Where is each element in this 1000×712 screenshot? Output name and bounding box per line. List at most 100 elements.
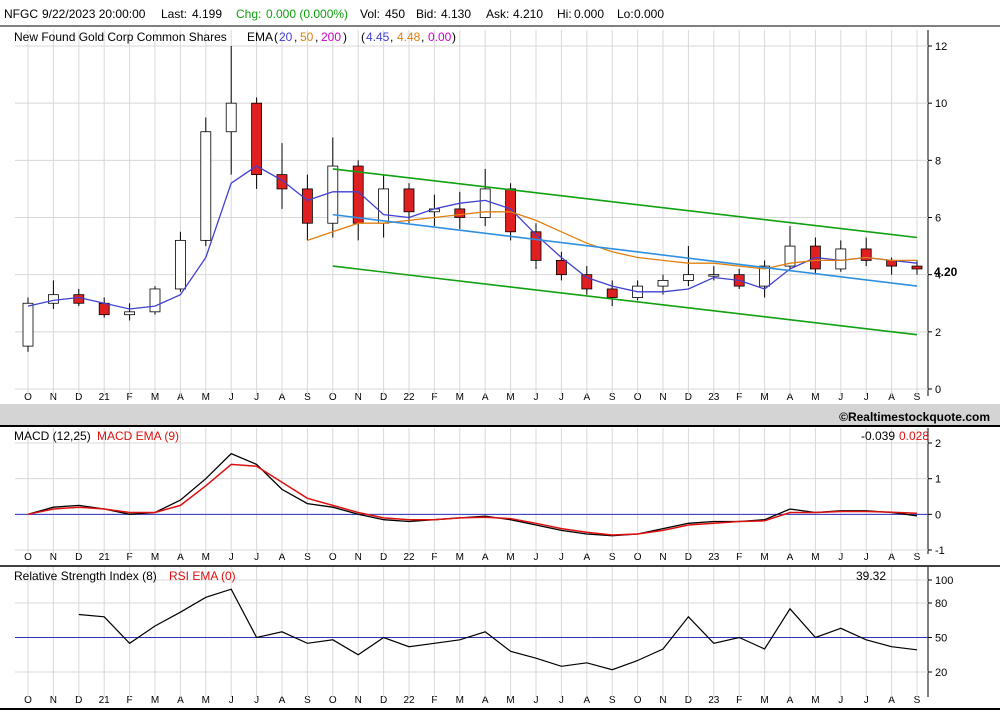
macd-signal-line — [27, 463, 918, 536]
x-tick-label: O — [24, 392, 32, 403]
ema-value-20: 4.45 — [366, 30, 390, 44]
x-tick-label: M — [760, 392, 768, 403]
y-tick-label: 50 — [935, 633, 947, 645]
x-tick-label: D — [380, 552, 387, 563]
ema-period-200: 200 — [321, 30, 341, 44]
x-tick-label: M — [760, 695, 768, 706]
x-tick-label: O — [634, 392, 642, 403]
x-tick-label: A — [583, 695, 590, 706]
x-tick-label: N — [355, 392, 362, 403]
x-tick-label: M — [811, 552, 819, 563]
candle-body — [505, 188, 517, 233]
x-tick-label: J — [229, 552, 234, 563]
candle-body — [911, 265, 923, 270]
x-tick-label: A — [279, 552, 286, 563]
candle-body — [149, 288, 161, 313]
header-last-value: 4.199 — [192, 7, 222, 21]
x-tick-label: O — [329, 695, 337, 706]
x-tick-label: F — [736, 552, 742, 563]
candle-body — [301, 188, 313, 224]
y-tick-label: 0 — [935, 384, 941, 396]
ema-sep-1: , — [294, 30, 297, 44]
x-tick-label: M — [506, 392, 514, 403]
x-tick-label: M — [760, 552, 768, 563]
y-tick-label: 80 — [935, 598, 947, 610]
rsi-ema-label: RSI EMA (0) — [169, 569, 236, 583]
x-tick-label: A — [583, 392, 590, 403]
candle-body — [784, 245, 796, 267]
candle-body — [683, 274, 694, 281]
x-tick-label: S — [609, 392, 616, 403]
candle-body — [454, 208, 466, 218]
x-tick-label: S — [304, 552, 311, 563]
x-tick-label: F — [736, 392, 742, 403]
watermark: ©Realtimestockquote.com — [839, 410, 990, 424]
y-tick-label: 0 — [935, 509, 941, 521]
x-tick-label: A — [177, 392, 184, 403]
x-tick-label: S — [609, 695, 616, 706]
x-tick-label: D — [685, 552, 692, 563]
header-ask-value: 4.210 — [513, 7, 543, 21]
candle-body — [327, 165, 339, 224]
trend-channel-lower — [332, 265, 918, 336]
x-tick-label: M — [456, 695, 464, 706]
x-tick-label: A — [888, 552, 895, 563]
x-tick-label: M — [202, 552, 210, 563]
x-tick-label: A — [177, 552, 184, 563]
x-tick-label: A — [482, 392, 489, 403]
x-tick-label: J — [838, 552, 843, 563]
candle-body — [759, 265, 770, 287]
candle-body — [530, 231, 542, 261]
candle-body — [251, 102, 263, 176]
y-tick-label: -1 — [935, 545, 945, 557]
x-tick-label: A — [787, 695, 794, 706]
price-panel-footer-bar — [0, 404, 1000, 426]
x-tick-label: J — [838, 695, 843, 706]
x-tick-label: S — [914, 695, 921, 706]
y-tick-label: 10 — [935, 98, 947, 110]
x-tick-label: N — [50, 552, 57, 563]
y-tick-label: 100 — [935, 575, 953, 587]
x-tick-label: J — [864, 695, 869, 706]
header-symbol: NFGC — [4, 7, 38, 21]
x-tick-label: 21 — [99, 552, 111, 563]
x-tick-label: S — [304, 695, 311, 706]
x-tick-label: J — [534, 392, 539, 403]
candle-body — [403, 188, 415, 213]
x-tick-label: M — [151, 552, 159, 563]
header-datetime: 9/22/2023 20:00:00 — [42, 7, 146, 21]
x-tick-label: J — [864, 392, 869, 403]
ema-20-line — [27, 165, 918, 310]
rsi-value: 39.32 — [856, 569, 886, 583]
x-tick-label: J — [254, 392, 259, 403]
y-tick-label: 2 — [935, 327, 941, 339]
x-tick-label: S — [304, 392, 311, 403]
y-tick-label: 8 — [935, 155, 941, 167]
rsi-line — [78, 588, 918, 671]
ema-paren-open: ( — [274, 30, 278, 44]
x-tick-label: M — [151, 695, 159, 706]
header-ask-label: Ask: — [486, 7, 509, 21]
x-tick-label: 23 — [708, 392, 720, 403]
x-tick-label: O — [634, 552, 642, 563]
candle-body — [378, 188, 390, 224]
x-tick-label: A — [482, 552, 489, 563]
x-tick-label: O — [634, 695, 642, 706]
header-vol-value: 450 — [385, 7, 405, 21]
x-tick-label: N — [659, 552, 666, 563]
macd-value: -0.039 — [861, 429, 895, 443]
x-tick-label: F — [127, 695, 133, 706]
x-tick-label: D — [75, 552, 82, 563]
x-tick-label: J — [559, 552, 564, 563]
x-tick-label: 23 — [708, 552, 720, 563]
x-tick-label: D — [75, 695, 82, 706]
ema-50-line — [307, 211, 917, 270]
x-tick-label: M — [811, 695, 819, 706]
macd-signal-value: 0.028 — [899, 429, 929, 443]
x-tick-label: D — [685, 695, 692, 706]
x-tick-label: A — [888, 392, 895, 403]
candle-body — [708, 274, 720, 277]
x-tick-label: J — [559, 695, 564, 706]
candle-body — [479, 188, 491, 218]
